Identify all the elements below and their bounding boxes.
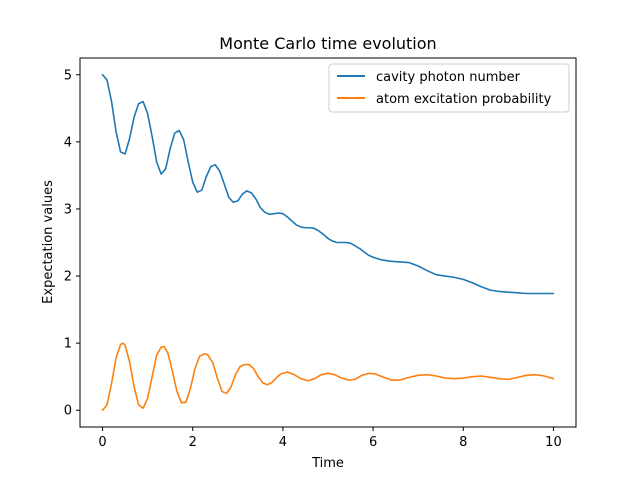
x-axis-label: Time: [311, 456, 344, 471]
y-tick-label: 0: [64, 404, 72, 419]
x-tick-label: 8: [459, 435, 467, 450]
y-tick-label: 2: [64, 270, 72, 285]
plot-lines: [101, 73, 555, 412]
x-tick-label: 0: [98, 435, 106, 450]
legend-box: [328, 63, 570, 113]
y-axis-ticks: 0 1 2 3 4 5: [64, 68, 80, 419]
x-tick-label: 6: [369, 435, 377, 450]
x-tick-label: 10: [545, 435, 562, 450]
legend-label-cavity-photon-number: cavity photon number: [376, 70, 521, 85]
y-tick-label: 1: [64, 337, 72, 352]
series-line-atom-excitation-probability: [101, 342, 555, 412]
y-tick-label: 3: [64, 202, 72, 217]
x-axis-ticks: 0 2 4 6 8 10: [98, 427, 562, 450]
x-tick-label: 4: [279, 435, 287, 450]
chart-title: Monte Carlo time evolution: [219, 34, 436, 53]
plot-frame: [79, 57, 577, 428]
y-tick-label: 5: [64, 68, 72, 83]
y-axis-label: Expectation values: [41, 180, 56, 304]
y-tick-label: 4: [64, 135, 72, 150]
legend-label-atom-excitation-probability: atom excitation probability: [376, 92, 552, 107]
series-line-cavity-photon-number: [101, 73, 555, 295]
x-tick-label: 2: [189, 435, 197, 450]
legend: cavity photon number atom excitation pro…: [328, 63, 570, 113]
